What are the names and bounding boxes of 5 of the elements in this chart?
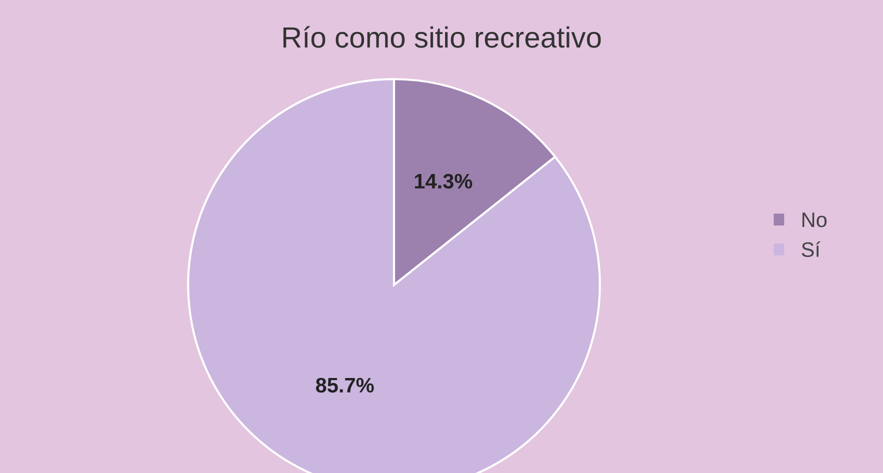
chart-title: Río como sitio recreativo [283,26,601,48]
legend-label: No [802,212,827,228]
data-label: 14.3% [414,174,472,189]
data-label: 85.7% [316,378,374,393]
legend-label: Sí [802,241,820,258]
